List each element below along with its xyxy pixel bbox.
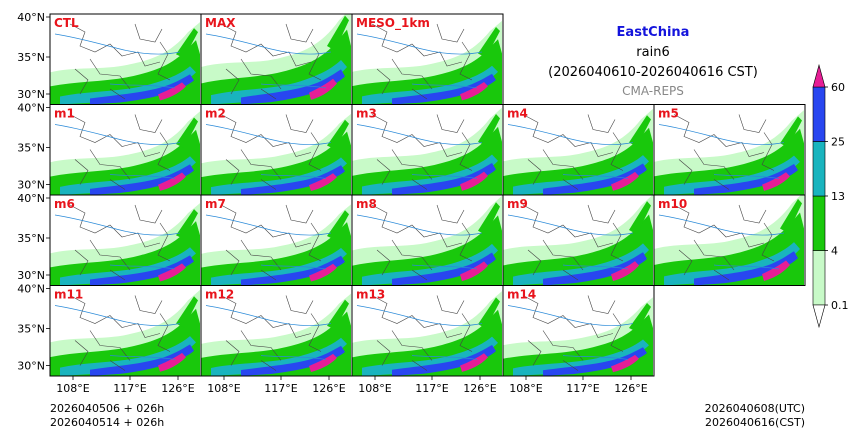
colorbar-extend-max (812, 63, 826, 88)
map-panel-m4: m4 (502, 104, 655, 196)
colorbar-segment (812, 195, 826, 251)
longitude-labels: 108°E 117°E 126°E 108°E 117°E 126°E 108°E 117°E… (56, 376, 648, 395)
lat-tick-label: 30°N (17, 179, 45, 192)
map-panel-m7: m7 (200, 194, 353, 286)
colorbar-level-label: 13 (831, 190, 845, 203)
lat-tick-label: 30°N (17, 269, 45, 282)
lat-tick-label: 30°N (17, 360, 45, 373)
panel-frame (502, 285, 655, 377)
lat-tick-label: 40°N (17, 102, 45, 115)
map-panel-ctl: CTL (49, 13, 202, 105)
panel-label: m2 (205, 107, 226, 121)
valid-time-utc: 2026040608(UTC) (705, 402, 805, 415)
map-panel-m8: m8 (351, 194, 504, 286)
colorbar-segment (812, 86, 826, 142)
valid-time-cst: 2026040616(CST) (705, 416, 805, 429)
lon-tick-label: 108°E (56, 382, 89, 395)
map-panel-meso-1km: MESO_1km (351, 13, 504, 105)
colorbar-segment (812, 141, 826, 197)
colorbar-extend-min (812, 304, 826, 329)
panel-label: MESO_1km (356, 16, 430, 31)
panel-label: m4 (507, 107, 528, 121)
map-panel-max: MAX (200, 13, 353, 105)
map-panel-m14: m14 (502, 285, 655, 377)
panel-label: m1 (54, 107, 75, 121)
map-panel-m2: m2 (200, 104, 353, 196)
lat-tick-label: 40°N (17, 11, 45, 24)
panel-label: m3 (356, 107, 377, 121)
colorbar-level-label: 0.1 (831, 299, 849, 312)
lon-tick-label: 117°E (264, 382, 297, 395)
lon-tick-label: 126°E (614, 382, 647, 395)
region-title: EastChina (617, 25, 690, 40)
panel-label: m6 (54, 197, 75, 211)
lon-tick-label: 126°E (312, 382, 345, 395)
panel-frame (653, 194, 806, 286)
lon-tick-label: 108°E (509, 382, 542, 395)
lon-tick-label: 108°E (207, 382, 240, 395)
map-panel-m10: m10 (653, 194, 806, 286)
lon-tick-label: 126°E (463, 382, 496, 395)
lon-tick-label: 117°E (566, 382, 599, 395)
colorbar-level-label: 60 (831, 81, 845, 94)
panel-label: CTL (54, 16, 79, 30)
panel-label: m10 (658, 197, 687, 211)
panel-grid: CTL MAX MESO_1km m1 m2 m3 m4 m5 m6 m7 m8 m9 m10 m11 m1… (49, 13, 806, 377)
map-panel-m12: m12 (200, 285, 353, 377)
lon-tick-label: 126°E (161, 382, 194, 395)
map-panel-m9: m9 (502, 194, 655, 286)
map-panel-m1: m1 (49, 104, 202, 196)
variable-title: rain6 (636, 45, 669, 60)
map-panel-m11: m11 (49, 285, 202, 377)
lon-tick-label: 117°E (113, 382, 146, 395)
panel-label: m14 (507, 288, 536, 302)
source-title: CMA-REPS (622, 84, 684, 98)
lon-tick-label: 117°E (415, 382, 448, 395)
lat-tick-label: 35°N (17, 232, 45, 245)
lat-tick-label: 35°N (17, 323, 45, 336)
lon-tick-label: 108°E (358, 382, 391, 395)
lat-tick-label: 40°N (17, 192, 45, 205)
panel-label: m5 (658, 107, 679, 121)
map-panel-m6: m6 (49, 194, 202, 286)
panel-label: m9 (507, 197, 528, 211)
colorbar: 0.1 4 13 25 60 (812, 63, 849, 329)
map-panel-m3: m3 (351, 104, 504, 196)
colorbar-level-label: 25 (831, 136, 845, 149)
lat-tick-label: 35°N (17, 51, 45, 64)
colorbar-segment (812, 250, 826, 306)
init-time-2: 2026040514 + 026h (50, 416, 164, 429)
panel-label: m11 (54, 288, 83, 302)
map-panel-m5: m5 (653, 104, 806, 196)
panel-label: m13 (356, 288, 385, 302)
colorbar-level-label: 4 (831, 245, 838, 258)
panel-label: m8 (356, 197, 377, 211)
panel-label: MAX (205, 16, 236, 30)
lat-tick-label: 35°N (17, 142, 45, 155)
latitude-labels: 40°N35°N30°N40°N35°N30°N40°N35°N30°N40°N… (17, 11, 50, 373)
lat-tick-label: 30°N (17, 88, 45, 101)
map-panel-m13: m13 (351, 285, 504, 377)
panel-label: m12 (205, 288, 234, 302)
panel-label: m7 (205, 197, 226, 211)
lat-tick-label: 40°N (17, 283, 45, 296)
init-time-1: 2026040506 + 026h (50, 402, 164, 415)
period-title: (2026040610-2026040616 CST) (548, 65, 758, 80)
